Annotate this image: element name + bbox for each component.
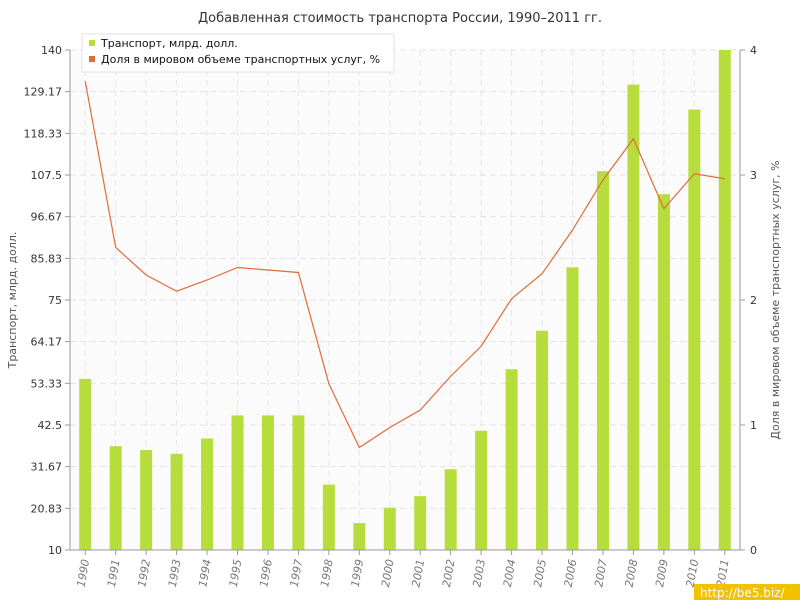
bar xyxy=(596,171,609,550)
y-tick-label: 64.17 xyxy=(31,336,63,349)
y2-tick-label: 2 xyxy=(750,294,757,307)
x-tick-label: 1998 xyxy=(318,558,336,588)
y-tick-label: 75 xyxy=(48,294,62,307)
bar xyxy=(231,415,244,550)
bar xyxy=(140,450,153,550)
bar xyxy=(718,50,731,550)
x-tick-label: 2003 xyxy=(470,558,488,588)
y2-axis-title: Доля в мировом объеме транспортных услуг… xyxy=(769,160,782,439)
bar xyxy=(383,507,396,550)
bar xyxy=(292,415,305,550)
bar xyxy=(201,438,214,550)
y-tick-label: 96.67 xyxy=(31,211,63,224)
legend-label-share: Доля в мировом объеме транспортных услуг… xyxy=(101,53,380,66)
x-tick-label: 2007 xyxy=(592,558,610,588)
y2-tick-label: 3 xyxy=(750,169,757,182)
x-tick-label: 1999 xyxy=(349,558,367,588)
share-line xyxy=(84,81,725,449)
axes xyxy=(65,49,745,555)
x-tick-label: 2000 xyxy=(379,558,397,588)
watermark-text: http://be5.biz/ xyxy=(700,586,785,600)
bar xyxy=(79,378,92,550)
x-tick-label: 2002 xyxy=(440,558,458,588)
legend-swatch-transport xyxy=(89,40,95,46)
x-tick-label: 1993 xyxy=(166,558,184,588)
x-tick-label: 1992 xyxy=(135,558,153,588)
y2-tick-label: 4 xyxy=(750,44,757,57)
bars xyxy=(79,50,731,550)
y-tick-label: 53.33 xyxy=(31,377,63,390)
y2-tick-label: 0 xyxy=(750,544,757,557)
x-tick-label: 1997 xyxy=(288,558,306,588)
x-tick-label: 2001 xyxy=(410,558,428,588)
watermark-background xyxy=(694,584,800,600)
right-axis-tick-labels: 0 1 2 3 4 xyxy=(750,44,757,557)
x-tick-label: 2005 xyxy=(531,558,549,588)
x-tick-label: 2010 xyxy=(684,558,702,588)
y-tick-label: 31.67 xyxy=(31,461,63,474)
x-tick-label: 1996 xyxy=(257,558,275,588)
x-tick-label: 2009 xyxy=(653,558,671,588)
bar xyxy=(261,415,274,550)
y2-tick-label: 1 xyxy=(750,419,757,432)
x-axis-tick-labels: 1990 1991 1992 1993 1994 1995 1996 1997 1998 1999… xyxy=(75,558,732,588)
bar xyxy=(536,330,549,550)
y-tick-label: 10 xyxy=(48,544,62,557)
bar xyxy=(688,109,701,550)
bar xyxy=(566,267,579,550)
x-tick-label: 1991 xyxy=(105,558,123,588)
x-tick-label: 2006 xyxy=(562,558,580,588)
watermark: http://be5.biz/ xyxy=(694,584,800,600)
bar xyxy=(322,484,335,550)
x-tick-label: 1994 xyxy=(196,558,214,588)
bar xyxy=(414,496,427,550)
y-tick-label: 140 xyxy=(41,44,62,57)
legend-label-transport: Транспорт, млрд. долл. xyxy=(100,37,238,50)
bar xyxy=(353,523,366,550)
legend-box xyxy=(81,33,395,73)
y-tick-label: 20.83 xyxy=(31,502,63,515)
bar xyxy=(475,430,488,550)
y-tick-label: 107.5 xyxy=(31,169,63,182)
x-tick-label: 1990 xyxy=(75,558,93,588)
bar xyxy=(109,446,122,550)
left-axis-tick-labels: 10 20.83 31.67 42.5 53.33 64.17 75 85.83 96.67 10… xyxy=(24,44,63,557)
legend: Транспорт, млрд. долл. Доля в мировом об… xyxy=(81,33,395,73)
x-tick-label: 2011 xyxy=(714,558,732,588)
line-series xyxy=(84,81,725,449)
y-tick-label: 118.33 xyxy=(24,127,63,140)
x-tick-label: 1995 xyxy=(227,558,245,588)
bar xyxy=(657,194,670,550)
y-tick-label: 42.5 xyxy=(38,419,63,432)
bar xyxy=(627,84,640,550)
y-tick-label: 85.83 xyxy=(31,252,63,265)
y-axis-title: Транспорт, млрд. долл. xyxy=(6,232,19,370)
x-tick-label: 2004 xyxy=(501,558,519,588)
legend-swatch-share xyxy=(89,56,95,62)
x-tick-label: 2008 xyxy=(623,558,641,588)
chart-title: Добавленная стоимость транспорта России,… xyxy=(198,11,602,26)
bar xyxy=(170,453,183,550)
bar xyxy=(505,369,518,550)
bar xyxy=(444,469,457,550)
y-tick-label: 129.17 xyxy=(24,86,63,99)
